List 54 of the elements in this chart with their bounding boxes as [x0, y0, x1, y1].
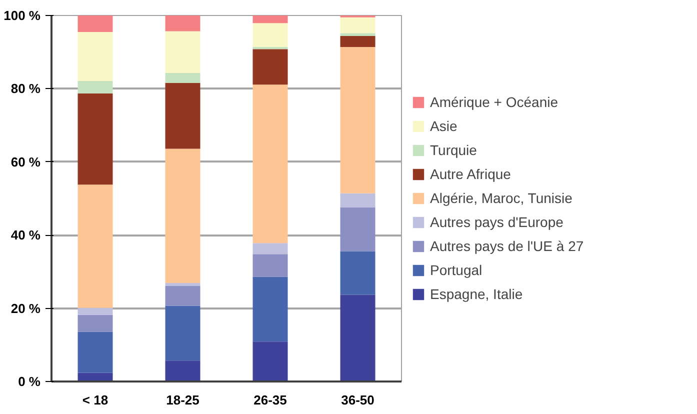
bar — [252, 243, 288, 254]
legend-label: Autre Afrique — [430, 166, 511, 182]
bar — [340, 207, 376, 252]
bar — [165, 31, 200, 73]
bar — [165, 283, 200, 286]
bar — [165, 306, 200, 361]
bar — [252, 16, 288, 24]
x-tick-label: 18-25 — [166, 392, 200, 408]
bar — [340, 46, 376, 194]
bar — [165, 72, 200, 83]
legend-label: Amérique + Océanie — [430, 94, 558, 110]
y-tick-label: 80 % — [10, 81, 41, 96]
bar — [252, 254, 288, 277]
bar — [165, 82, 200, 149]
x-tick-label: 26-35 — [254, 392, 287, 408]
bar — [340, 251, 376, 295]
bar — [340, 17, 376, 34]
bar — [252, 49, 288, 85]
bar — [165, 360, 200, 382]
bar — [78, 93, 113, 185]
y-tick-label: 100 % — [4, 8, 41, 23]
legend-label: Autres pays de l'UE à 27 — [430, 238, 584, 254]
bar — [78, 314, 113, 332]
bar — [340, 193, 376, 208]
bar — [340, 33, 376, 36]
bar — [165, 148, 200, 284]
bar — [340, 36, 376, 47]
bar — [78, 372, 113, 382]
bar — [165, 286, 200, 306]
bar — [78, 332, 113, 373]
bar — [252, 342, 288, 382]
x-tick-label: < 18 — [82, 392, 108, 408]
bar — [252, 84, 288, 244]
bar — [78, 308, 113, 315]
x-tick-label: 36-50 — [341, 392, 374, 408]
legend-label: Autres pays d'Europe — [430, 214, 564, 230]
bar — [78, 81, 113, 94]
legend-label: Portugal — [430, 262, 482, 278]
legend-label: Espagne, Italie — [430, 286, 523, 302]
y-tick-label: 0 % — [18, 374, 41, 389]
bar — [252, 46, 288, 50]
y-tick-label: 40 % — [10, 228, 41, 243]
bar — [252, 23, 288, 47]
bar — [252, 276, 288, 342]
legend-label: Turquie — [430, 142, 477, 158]
y-tick-label: 60 % — [10, 154, 41, 170]
bar — [78, 16, 113, 32]
bar — [165, 16, 200, 32]
bar — [78, 32, 113, 82]
legend-label: Asie — [430, 118, 458, 134]
bar — [340, 294, 376, 382]
y-tick-label: 20 % — [10, 300, 41, 316]
legend-label: Algérie, Maroc, Tunisie — [430, 190, 572, 206]
bar — [78, 184, 113, 308]
